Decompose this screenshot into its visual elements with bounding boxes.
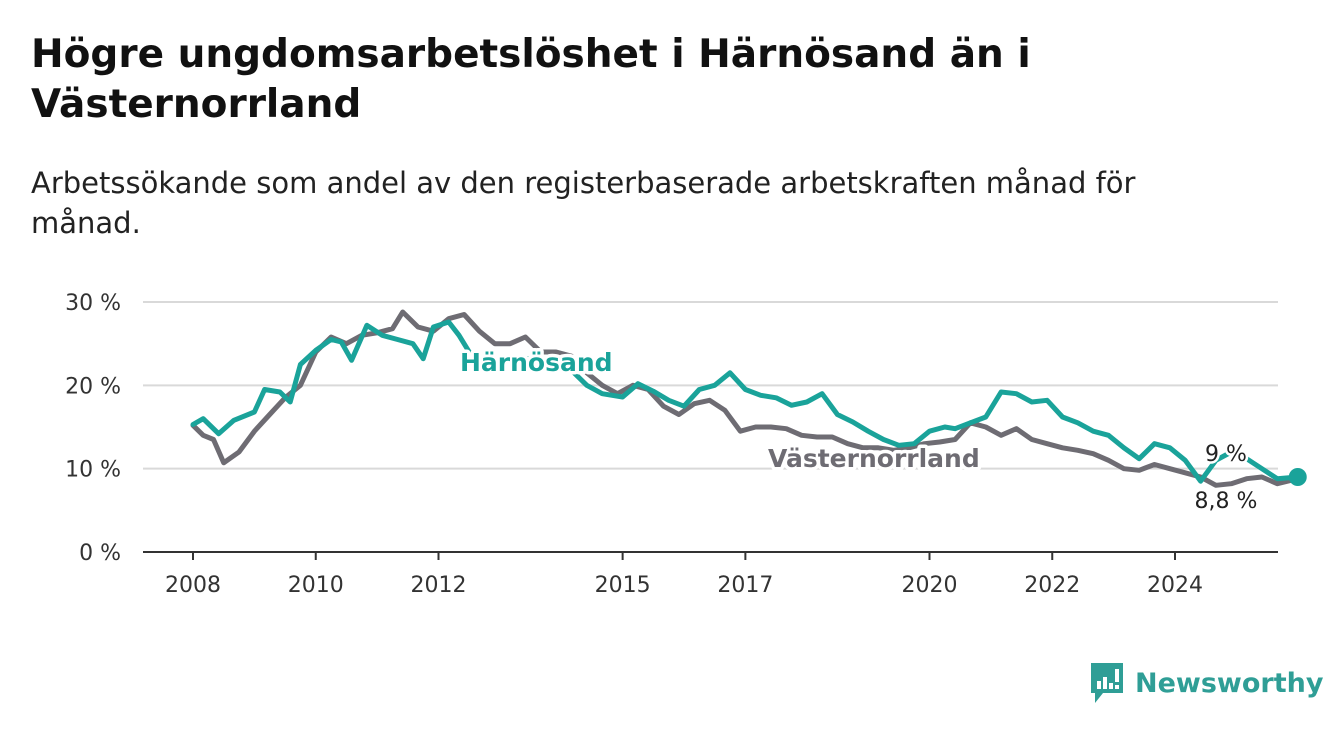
bar-chart-exclamation-icon bbox=[1091, 663, 1123, 703]
series-label-harnosand: Härnösand bbox=[460, 348, 613, 377]
x-axis-ticks: 2008 2010 2012 2015 2017 2020 2022 2024 bbox=[165, 552, 1203, 598]
chart-title: Högre ungdomsarbetslöshet i Härnösand än… bbox=[31, 32, 1031, 127]
end-label-harnosand: 9 % bbox=[1205, 442, 1247, 467]
x-tick-label: 2017 bbox=[717, 573, 773, 598]
x-tick-label: 2022 bbox=[1024, 573, 1080, 598]
x-tick-label: 2015 bbox=[595, 573, 651, 598]
x-tick-label: 2020 bbox=[902, 573, 958, 598]
end-label-vasternorrland: 8,8 % bbox=[1195, 489, 1258, 514]
y-tick-label: 10 % bbox=[65, 458, 121, 483]
end-marker-harnosand bbox=[1288, 468, 1307, 486]
series-line-harnosand bbox=[190, 319, 1301, 484]
series-labels: Härnösand Västernorrland 9 % 8,8 % bbox=[457, 345, 1260, 517]
x-tick-label: 2024 bbox=[1147, 573, 1203, 598]
y-tick-label: 0 % bbox=[79, 541, 121, 566]
series-lines bbox=[190, 309, 1307, 488]
newsworthy-logo: Newsworthy bbox=[1089, 660, 1323, 706]
y-tick-label: 20 % bbox=[65, 374, 121, 399]
chart-subtitle: Arbetssökande som andel av den registerb… bbox=[31, 166, 1136, 240]
y-axis-ticks: 0 % 10 % 20 % 30 % bbox=[65, 291, 121, 566]
x-tick-label: 2010 bbox=[288, 573, 344, 598]
x-tick-label: 2012 bbox=[411, 573, 467, 598]
series-label-vasternorrland: Västernorrland bbox=[768, 444, 980, 473]
brand-name: Newsworthy bbox=[1135, 667, 1324, 699]
x-tick-label: 2008 bbox=[165, 573, 221, 598]
y-tick-label: 30 % bbox=[65, 291, 121, 316]
